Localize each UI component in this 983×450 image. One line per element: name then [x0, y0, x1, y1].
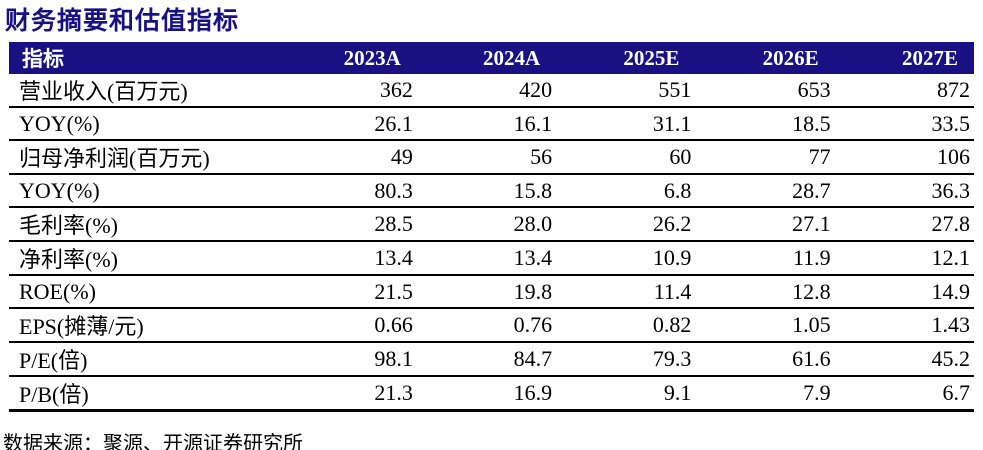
cell-value: 28.0 [416, 207, 557, 242]
cell-value: 13.4 [277, 241, 417, 276]
cell-value: 10.9 [556, 241, 696, 276]
cell-value: 11.9 [695, 241, 835, 276]
row-label: 营业收入(百万元) [9, 74, 278, 108]
row-label: YOY(%) [9, 174, 278, 208]
cell-value: 0.66 [277, 308, 417, 343]
cell-value: 98.1 [277, 342, 417, 377]
cell-value: 79.3 [556, 342, 696, 377]
cell-value: 106 [834, 140, 974, 175]
table-row-pe: P/E(倍) 98.1 84.7 79.3 61.6 45.2 [9, 342, 974, 377]
cell-value: 6.7 [834, 376, 974, 412]
cell-value: 6.8 [556, 174, 696, 208]
table-row-pb: P/B(倍) 21.3 16.9 9.1 7.9 6.7 [9, 376, 974, 412]
row-label: EPS(摊薄/元) [9, 308, 278, 343]
cell-value: 15.8 [416, 174, 557, 208]
cell-value: 420 [416, 74, 557, 108]
cell-value: 362 [277, 74, 417, 108]
data-source-note: 数据来源：聚源、开源证券研究所 [3, 433, 303, 450]
header-cell-metric: 指标 [9, 42, 278, 74]
header-cell-year-2026e: 2026E [695, 42, 835, 74]
cell-value: 49 [277, 140, 417, 175]
table-row-eps: EPS(摊薄/元) 0.66 0.76 0.82 1.05 1.43 [9, 308, 974, 343]
cell-value: 12.1 [834, 241, 974, 276]
cell-value: 27.1 [695, 207, 835, 242]
cell-value: 84.7 [416, 342, 557, 377]
header-cell-year-2027e: 2027E [834, 42, 974, 74]
cell-value: 1.05 [695, 308, 835, 343]
cell-value: 13.4 [416, 241, 557, 276]
row-label: YOY(%) [9, 107, 278, 141]
row-label: 归母净利润(百万元) [9, 140, 278, 175]
table-row-net-margin: 净利率(%) 13.4 13.4 10.9 11.9 12.1 [9, 241, 974, 276]
cell-value: 26.2 [556, 207, 696, 242]
row-label: ROE(%) [9, 275, 278, 309]
row-label: P/E(倍) [9, 342, 278, 377]
cell-value: 16.9 [416, 376, 557, 412]
cell-value: 21.3 [277, 376, 417, 412]
page-title: 财务摘要和估值指标 [5, 8, 240, 35]
cell-value: 77 [695, 140, 835, 175]
cell-value: 653 [695, 74, 835, 108]
cell-value: 56 [416, 140, 557, 175]
cell-value: 18.5 [695, 107, 835, 141]
cell-value: 27.8 [834, 207, 974, 242]
cell-value: 0.82 [556, 308, 696, 343]
header-cell-year-2025e: 2025E [556, 42, 696, 74]
cell-value: 0.76 [416, 308, 557, 343]
cell-value: 21.5 [277, 275, 417, 309]
report-table-snippet: 财务摘要和估值指标 指标 2023A 2024A 2025E 2026E 202… [0, 7, 983, 450]
cell-value: 28.7 [695, 174, 835, 208]
cell-value: 61.6 [695, 342, 835, 377]
cell-value: 33.5 [834, 107, 974, 141]
cell-value: 11.4 [556, 275, 696, 309]
cell-value: 19.8 [416, 275, 557, 309]
row-label: 净利率(%) [9, 241, 278, 276]
cell-value: 14.9 [834, 275, 974, 309]
cell-value: 26.1 [277, 107, 417, 141]
cell-value: 31.1 [556, 107, 696, 141]
table-row-revenue-yoy: YOY(%) 26.1 16.1 31.1 18.5 33.5 [9, 107, 974, 141]
cell-value: 36.3 [834, 174, 974, 208]
financial-summary-table: 指标 2023A 2024A 2025E 2026E 2027E 营业收入(百万… [9, 42, 974, 412]
cell-value: 1.43 [834, 308, 974, 343]
header-cell-year-2024a: 2024A [416, 42, 557, 74]
cell-value: 872 [834, 74, 974, 108]
cell-value: 16.1 [416, 107, 557, 141]
cell-value: 60 [556, 140, 696, 175]
cell-value: 45.2 [834, 342, 974, 377]
table-row-roe: ROE(%) 21.5 19.8 11.4 12.8 14.9 [9, 275, 974, 309]
header-cell-year-2023a: 2023A [277, 42, 417, 74]
table-row-net-profit: 归母净利润(百万元) 49 56 60 77 106 [9, 140, 974, 175]
table-header-row: 指标 2023A 2024A 2025E 2026E 2027E [9, 42, 974, 74]
cell-value: 28.5 [277, 207, 417, 242]
cell-value: 551 [556, 74, 696, 108]
cell-value: 80.3 [277, 174, 417, 208]
cell-value: 12.8 [695, 275, 835, 309]
table-row-revenue: 营业收入(百万元) 362 420 551 653 872 [9, 74, 974, 108]
cell-value: 9.1 [556, 376, 696, 412]
table-row-net-profit-yoy: YOY(%) 80.3 15.8 6.8 28.7 36.3 [9, 174, 974, 208]
table-row-gross-margin: 毛利率(%) 28.5 28.0 26.2 27.1 27.8 [9, 207, 974, 242]
row-label: P/B(倍) [9, 376, 278, 412]
cell-value: 7.9 [695, 376, 835, 412]
row-label: 毛利率(%) [9, 207, 278, 242]
